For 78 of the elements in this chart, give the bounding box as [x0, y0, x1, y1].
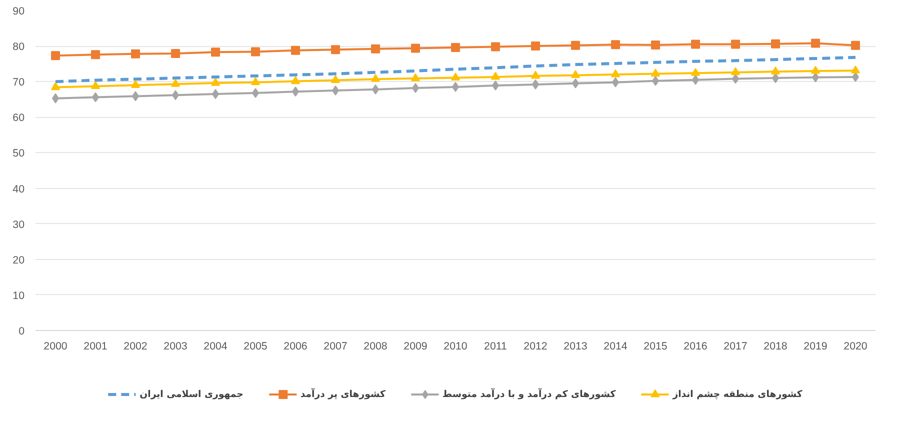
point — [131, 80, 140, 88]
point — [651, 40, 660, 50]
x-tick-label: 2013 — [564, 340, 588, 352]
point — [691, 40, 700, 49]
point — [411, 44, 420, 53]
point — [331, 45, 340, 54]
x-tick-label: 2015 — [644, 340, 668, 352]
x-tick-label: 2009 — [404, 340, 428, 352]
point — [91, 50, 100, 60]
point — [811, 38, 820, 48]
y-tick-label: 50 — [12, 148, 25, 160]
point — [531, 42, 540, 51]
point — [371, 44, 380, 54]
point — [251, 47, 260, 56]
legend-label: کشورهای کم درآمد و با درآمد متوسط — [442, 388, 616, 400]
point — [211, 78, 220, 86]
point — [371, 74, 380, 82]
point — [571, 40, 580, 50]
point — [731, 67, 740, 76]
point — [851, 65, 860, 74]
point — [811, 66, 820, 74]
point — [771, 66, 780, 74]
x-tick-label: 2002 — [124, 340, 148, 352]
point — [491, 42, 500, 52]
point — [211, 48, 220, 57]
x-tick-label: 2006 — [284, 340, 308, 352]
point — [411, 73, 420, 82]
point — [331, 75, 340, 83]
point — [91, 81, 100, 90]
point — [332, 86, 339, 96]
y-tick-label: 20 — [12, 254, 25, 266]
x-tick-label: 2003 — [164, 340, 188, 352]
x-tick-label: 2005 — [244, 340, 268, 352]
x-tick-label: 2001 — [84, 340, 108, 352]
x-tick-label: 2019 — [804, 340, 828, 352]
point — [531, 70, 540, 79]
point — [851, 40, 860, 50]
point — [611, 40, 620, 50]
point — [291, 46, 300, 55]
x-tick-label: 2016 — [684, 340, 708, 352]
x-tick-label: 2007 — [324, 340, 348, 352]
point — [171, 78, 180, 87]
y-tick-label: 0 — [18, 326, 25, 338]
legend-label: کشورهای منطقه چشم انداز — [672, 388, 802, 400]
x-tick-label: 2014 — [604, 340, 628, 352]
x-tick-label: 2012 — [524, 340, 548, 352]
y-tick-label: 40 — [12, 183, 25, 196]
point — [611, 69, 620, 78]
y-tick-label: 80 — [12, 41, 25, 54]
point — [251, 77, 260, 86]
point — [291, 76, 300, 84]
point — [731, 40, 740, 49]
point — [51, 51, 60, 60]
point — [651, 68, 660, 77]
x-tick-label: 2000 — [44, 340, 68, 352]
point — [691, 68, 700, 76]
point — [771, 39, 780, 48]
x-tick-label: 2011 — [484, 340, 508, 352]
x-tick-label: 2010 — [444, 340, 468, 352]
point — [131, 49, 140, 58]
x-tick-label: 2017 — [724, 340, 748, 352]
point — [491, 72, 500, 80]
x-tick-label: 2004 — [204, 340, 228, 352]
x-tick-label: 2020 — [844, 340, 868, 352]
x-tick-label: 2018 — [764, 340, 788, 352]
legend-label: کشورهای پر درآمد — [300, 388, 386, 400]
legend-label: جمهوری اسلامی ایران — [140, 388, 244, 400]
point — [451, 42, 460, 52]
y-tick-label: 70 — [12, 76, 25, 89]
y-tick-label: 30 — [12, 218, 25, 231]
y-tick-label: 10 — [12, 290, 25, 302]
point — [571, 70, 580, 78]
point — [51, 82, 60, 90]
point — [171, 49, 180, 58]
y-tick-label: 90 — [12, 6, 25, 18]
x-tick-label: 2008 — [364, 340, 388, 352]
y-tick-label: 60 — [12, 112, 25, 124]
point — [451, 72, 460, 81]
